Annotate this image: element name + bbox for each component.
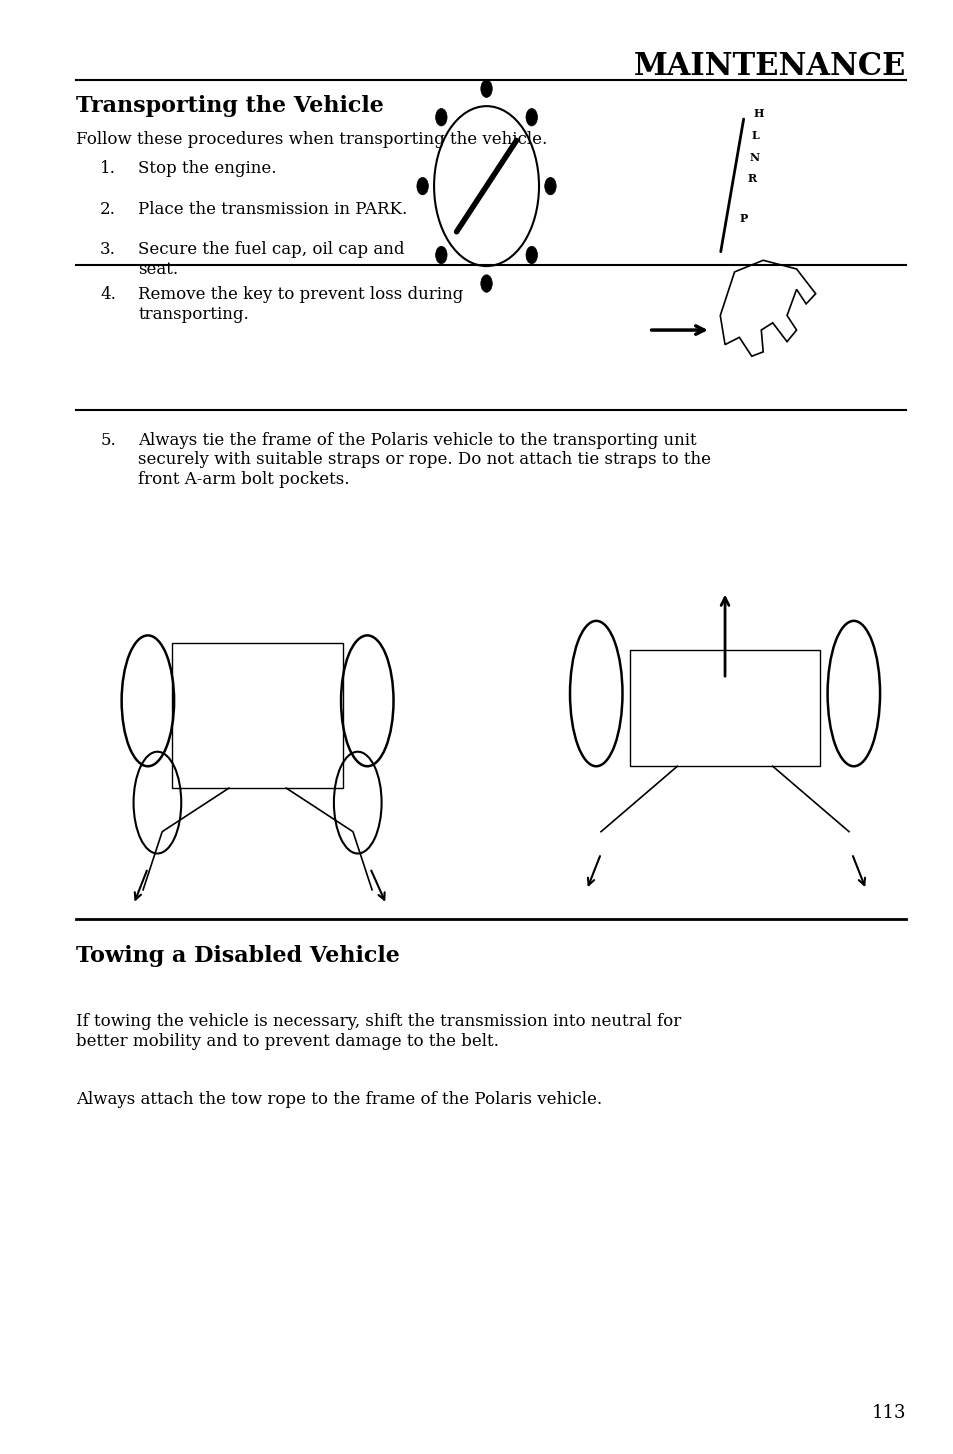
Text: Transporting the Vehicle: Transporting the Vehicle bbox=[76, 95, 384, 116]
Text: Follow these procedures when transporting the vehicle.: Follow these procedures when transportin… bbox=[76, 131, 547, 148]
Text: N: N bbox=[749, 151, 760, 163]
Text: R: R bbox=[747, 173, 757, 185]
Text: P: P bbox=[739, 212, 747, 224]
Text: Place the transmission in PARK.: Place the transmission in PARK. bbox=[138, 201, 407, 218]
Circle shape bbox=[436, 109, 447, 126]
Text: 5.: 5. bbox=[100, 432, 116, 449]
Circle shape bbox=[480, 80, 492, 97]
Text: Always tie the frame of the Polaris vehicle to the transporting unit
securely wi: Always tie the frame of the Polaris vehi… bbox=[138, 432, 711, 489]
Bar bbox=[629, 650, 820, 766]
Circle shape bbox=[436, 246, 447, 263]
Text: 4.: 4. bbox=[100, 286, 116, 304]
Text: Towing a Disabled Vehicle: Towing a Disabled Vehicle bbox=[76, 945, 399, 967]
Text: L: L bbox=[751, 129, 759, 141]
Circle shape bbox=[525, 109, 537, 126]
Text: Secure the fuel cap, oil cap and
seat.: Secure the fuel cap, oil cap and seat. bbox=[138, 241, 404, 278]
Text: Stop the engine.: Stop the engine. bbox=[138, 160, 276, 177]
Text: 3.: 3. bbox=[100, 241, 116, 259]
Text: 2.: 2. bbox=[100, 201, 116, 218]
Circle shape bbox=[544, 177, 556, 195]
Circle shape bbox=[480, 275, 492, 292]
Text: 113: 113 bbox=[871, 1405, 905, 1422]
Text: MAINTENANCE: MAINTENANCE bbox=[633, 51, 905, 81]
Circle shape bbox=[525, 246, 537, 263]
Text: 1.: 1. bbox=[100, 160, 116, 177]
Text: Remove the key to prevent loss during
transporting.: Remove the key to prevent loss during tr… bbox=[138, 286, 463, 323]
Text: H: H bbox=[753, 108, 763, 119]
Text: If towing the vehicle is necessary, shift the transmission into neutral for
bett: If towing the vehicle is necessary, shif… bbox=[76, 1013, 680, 1050]
Bar bbox=[172, 643, 343, 788]
Text: Always attach the tow rope to the frame of the Polaris vehicle.: Always attach the tow rope to the frame … bbox=[76, 1090, 601, 1108]
Circle shape bbox=[416, 177, 428, 195]
